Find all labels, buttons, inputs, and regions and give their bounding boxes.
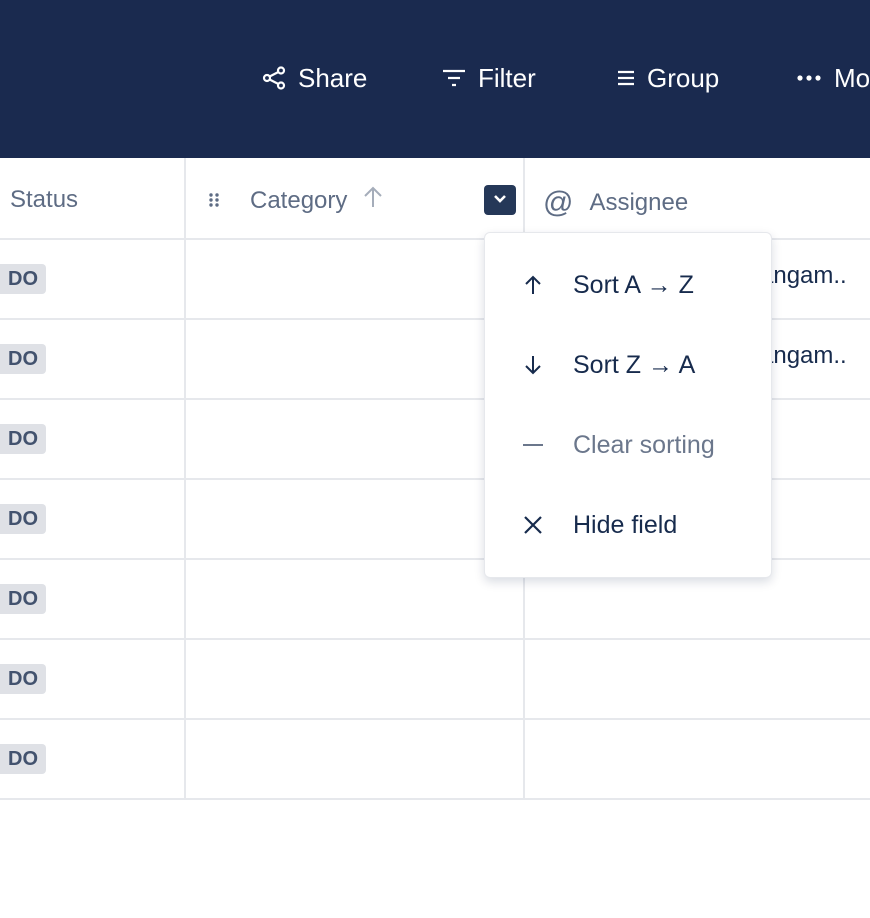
clear-sorting-label: Clear sorting: [573, 430, 715, 459]
more-button[interactable]: Mo: [796, 60, 870, 96]
column-divider: [184, 158, 186, 800]
menu-item-clear-sorting[interactable]: Clear sorting: [485, 415, 771, 475]
column-header-category[interactable]: Category: [208, 186, 383, 215]
menu-item-sort-asc[interactable]: Sort A → Z: [485, 255, 771, 315]
group-button[interactable]: Group: [617, 60, 719, 96]
filter-icon: [442, 68, 466, 88]
column-header-status[interactable]: Status: [10, 186, 78, 214]
share-button[interactable]: Share: [262, 60, 367, 96]
status-badge[interactable]: DO: [0, 584, 46, 614]
category-header-label: Category: [250, 186, 348, 214]
group-icon: [617, 69, 635, 87]
sort-ascending-icon: [363, 186, 383, 215]
status-badge[interactable]: DO: [0, 664, 46, 694]
group-label: Group: [647, 62, 720, 93]
table-row[interactable]: DO angam..: [0, 320, 870, 400]
menu-item-hide-field[interactable]: Hide field: [485, 495, 771, 555]
minus-icon: [485, 443, 573, 447]
status-header-label: Status: [10, 186, 79, 213]
column-dropdown-menu: Sort A → Z Sort Z → A Clear sorting Hide…: [484, 232, 772, 578]
table-row[interactable]: DO angam..: [0, 240, 870, 320]
table-row[interactable]: DO: [0, 480, 870, 560]
table-row[interactable]: DO: [0, 720, 870, 800]
hide-field-label: Hide field: [573, 510, 678, 539]
chevron-down-icon: [493, 191, 507, 209]
assignee-cell[interactable]: angam..: [760, 262, 847, 289]
sort-desc-label: Sort Z → A: [573, 350, 696, 379]
share-icon: [262, 66, 286, 90]
more-label: Mo: [834, 62, 870, 93]
status-badge[interactable]: DO: [0, 264, 46, 294]
arrow-down-icon: [485, 355, 573, 375]
status-badge[interactable]: DO: [0, 344, 46, 374]
close-icon: [485, 515, 573, 535]
status-badge[interactable]: DO: [0, 424, 46, 454]
top-toolbar: Share Filter Group Mo: [0, 0, 870, 158]
column-menu-button[interactable]: [484, 185, 516, 215]
assignee-header-label: Assignee: [589, 189, 689, 216]
table-row[interactable]: DO: [0, 640, 870, 720]
menu-item-sort-desc[interactable]: Sort Z → A: [485, 335, 771, 395]
at-icon: @: [543, 186, 574, 219]
filter-button[interactable]: Filter: [442, 60, 536, 96]
filter-label: Filter: [478, 62, 536, 93]
status-badge[interactable]: DO: [0, 504, 46, 534]
more-icon: [796, 74, 822, 82]
column-header-assignee[interactable]: @ Assignee: [543, 186, 688, 220]
sort-asc-label: Sort A → Z: [573, 270, 694, 299]
share-label: Share: [298, 62, 368, 93]
status-badge[interactable]: DO: [0, 744, 46, 774]
assignee-cell[interactable]: angam..: [760, 342, 847, 369]
arrow-up-icon: [485, 275, 573, 295]
table-header: [0, 158, 870, 240]
drag-handle-icon[interactable]: [208, 187, 220, 215]
table-row[interactable]: DO: [0, 560, 870, 640]
table-row[interactable]: DO: [0, 400, 870, 480]
